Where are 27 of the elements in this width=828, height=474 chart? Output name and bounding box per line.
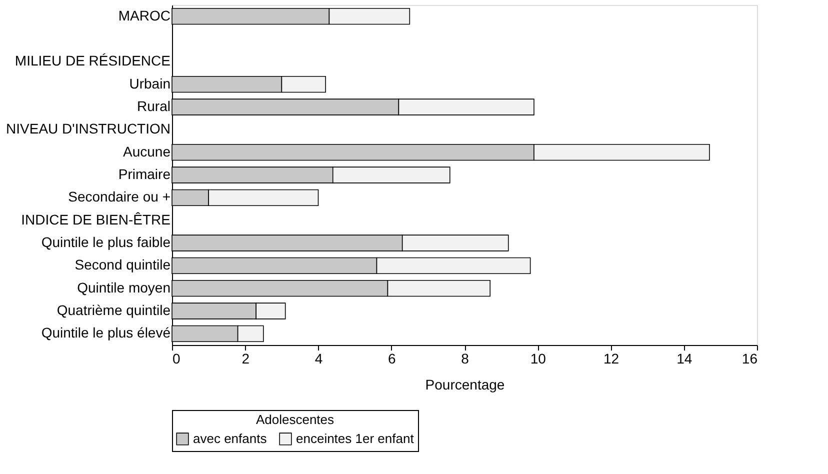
legend-label: enceintes 1er enfant: [296, 430, 414, 446]
legend-label: avec enfants: [193, 430, 268, 446]
x-tick-label: 16: [742, 350, 758, 366]
y-tick-label: MILIEU DE RÉSIDENCE: [14, 52, 170, 69]
y-tick-label: Second quintile: [74, 256, 171, 273]
y-tick-label: Rural: [137, 98, 170, 114]
x-axis-title: Pourcentage: [425, 376, 505, 392]
y-tick-label: MAROC: [118, 7, 170, 24]
x-tick-label: 10: [530, 350, 546, 366]
legend-title: Adolescentes: [256, 412, 335, 427]
x-tick-label: 8: [461, 350, 470, 366]
x-tick-label: 12: [603, 350, 620, 366]
y-tick-label: Secondaire ou +: [68, 188, 170, 205]
x-tick-label: 14: [676, 350, 692, 366]
y-tick-label: Urbain: [129, 75, 170, 92]
x-tick-label: 6: [388, 350, 396, 366]
x-tick-label: 2: [242, 350, 250, 366]
y-tick-label: Quatrième quintile: [56, 302, 171, 318]
x-tick-label: 4: [314, 350, 323, 366]
y-tick-label: Quintile le plus faible: [41, 234, 171, 250]
y-tick-label: NIVEAU D'INSTRUCTION: [6, 120, 170, 137]
y-tick-label: Quintile moyen: [77, 279, 170, 296]
x-tick-label: 0: [172, 350, 180, 366]
y-tick-label: Quintile le plus élevé: [41, 324, 171, 341]
y-tick-label: Aucune: [123, 143, 171, 160]
y-tick-label: INDICE DE BIEN-ÊTRE: [21, 211, 170, 228]
y-tick-label: Primaire: [118, 166, 171, 182]
